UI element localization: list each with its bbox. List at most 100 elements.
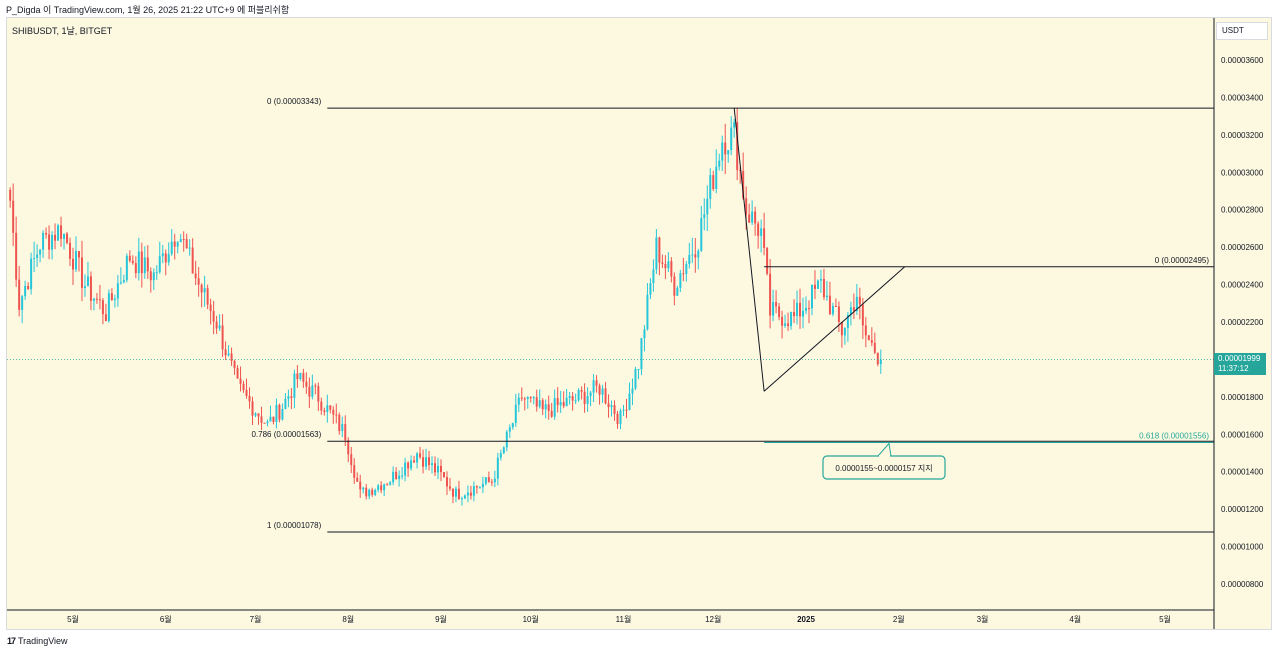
candle-body xyxy=(182,239,185,241)
candle-body xyxy=(179,239,182,243)
candle-body xyxy=(140,251,143,274)
candle-body xyxy=(793,311,796,317)
candle-body xyxy=(580,389,583,392)
candle-body xyxy=(27,286,30,290)
price-tick-label: 0.00002600 xyxy=(1221,243,1264,252)
candle-body xyxy=(359,481,362,490)
candle-body xyxy=(502,447,505,454)
candle-body xyxy=(451,488,454,497)
candle-body xyxy=(682,273,685,275)
candle-body xyxy=(685,263,688,275)
candle-body xyxy=(775,302,778,307)
fib-level-label: 0.786 (0.00001563) xyxy=(251,430,321,439)
time-tick-label: 6월 xyxy=(160,614,172,624)
candle-body xyxy=(275,404,278,422)
candle-body xyxy=(568,396,571,398)
candle-body xyxy=(843,327,846,336)
symbol-label[interactable]: SHIBUSDT, 1날, BITGET xyxy=(12,26,113,36)
candle-body xyxy=(257,413,260,417)
candle-body xyxy=(389,482,392,485)
candlestick-chart[interactable]: 0 (0.00003343) 0.786 (0.00001563) 1 (0.000… xyxy=(7,18,1271,629)
callout-pointer xyxy=(877,442,892,457)
time-tick-label: 5월 xyxy=(67,614,79,624)
candle-body xyxy=(113,298,116,301)
publish-caption: P_Digda 이 TradingView.com, 1월 26, 2025 2… xyxy=(6,5,290,15)
candle-body xyxy=(730,127,733,151)
candle-body xyxy=(362,487,365,490)
candle-body xyxy=(858,296,861,305)
candle-body xyxy=(867,335,870,341)
candle-body xyxy=(239,378,242,384)
candle-body xyxy=(715,166,718,190)
candle-body xyxy=(879,359,882,365)
candle-body xyxy=(724,142,727,155)
candle-body xyxy=(763,228,766,248)
candle-body xyxy=(688,255,691,264)
candle-body xyxy=(646,294,649,330)
candle-body xyxy=(616,413,619,424)
candle-body xyxy=(30,258,33,290)
candle-body xyxy=(428,457,431,466)
price-tick-label: 0.00003200 xyxy=(1221,131,1264,140)
candle-body xyxy=(242,383,245,390)
candle-body xyxy=(550,410,553,417)
drawings-layer: 0 (0.00003343) 0.786 (0.00001563) 1 (0.000… xyxy=(7,97,1214,533)
candle-body xyxy=(757,223,760,236)
candle-body xyxy=(338,414,341,431)
tradingview-logo-icon: 17 xyxy=(7,636,16,646)
candle-body xyxy=(215,321,218,329)
candle-body xyxy=(9,190,12,201)
candle-body xyxy=(191,247,194,274)
candle-body xyxy=(110,293,113,301)
candle-body xyxy=(577,389,580,401)
candle-body xyxy=(155,272,158,274)
candle-body xyxy=(434,463,437,473)
candle-body xyxy=(77,251,80,258)
chart-frame[interactable]: 0 (0.00003343) 0.786 (0.00001563) 1 (0.000… xyxy=(6,17,1272,630)
candle-body xyxy=(745,198,748,215)
price-tick-label: 0.00001200 xyxy=(1221,505,1264,514)
candle-body xyxy=(311,385,314,397)
candle-body xyxy=(667,261,670,269)
current-price-value: 0.00001999 xyxy=(1218,354,1261,363)
candle-body xyxy=(39,249,42,255)
currency-label[interactable]: USDT xyxy=(1216,22,1268,40)
candle-body xyxy=(610,405,613,408)
candle-body xyxy=(57,225,60,241)
candle-body xyxy=(873,342,876,353)
candle-body xyxy=(254,413,257,416)
time-tick-label: 2025 xyxy=(797,615,815,624)
candle-body xyxy=(810,284,813,309)
candle-body xyxy=(95,298,98,300)
candle-body xyxy=(613,405,616,414)
candle-body xyxy=(149,271,152,281)
time-tick-label: 9월 xyxy=(435,614,447,624)
candle-body xyxy=(263,422,266,424)
candle-body xyxy=(673,276,676,296)
candle-body xyxy=(825,295,828,298)
candle-body xyxy=(712,175,715,190)
tradingview-logo[interactable]: 17 TradingView xyxy=(7,636,68,646)
candle-body xyxy=(42,232,45,250)
candle-body xyxy=(341,424,344,431)
candle-body xyxy=(784,323,787,326)
candle-body xyxy=(86,276,89,287)
candle-body xyxy=(48,234,51,250)
candle-body xyxy=(855,296,858,312)
candle-body xyxy=(101,300,104,315)
candle-body xyxy=(574,400,577,402)
candle-body xyxy=(410,460,413,469)
fib-level-label: 0 (0.00003343) xyxy=(267,97,322,106)
candle-body xyxy=(80,257,83,288)
candle-body xyxy=(122,280,125,283)
candle-body xyxy=(314,385,317,387)
candle-body xyxy=(748,214,751,223)
candle-body xyxy=(445,477,448,487)
candle-body xyxy=(457,488,460,500)
candle-body xyxy=(709,175,712,199)
candle-body xyxy=(74,251,77,270)
candle-body xyxy=(658,237,661,263)
candle-body xyxy=(221,325,224,350)
candle-body xyxy=(481,483,484,488)
candle-body xyxy=(706,198,709,215)
